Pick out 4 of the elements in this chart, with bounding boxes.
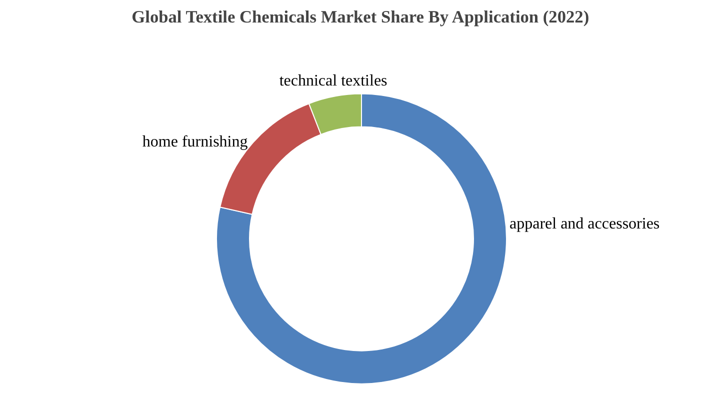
- slice-label: apparel and accessories: [510, 215, 660, 232]
- chart-title: Global Textile Chemicals Market Share By Application (2022): [132, 8, 590, 26]
- slice-label: home furnishing: [142, 133, 248, 150]
- slice-label: technical textiles: [279, 72, 388, 90]
